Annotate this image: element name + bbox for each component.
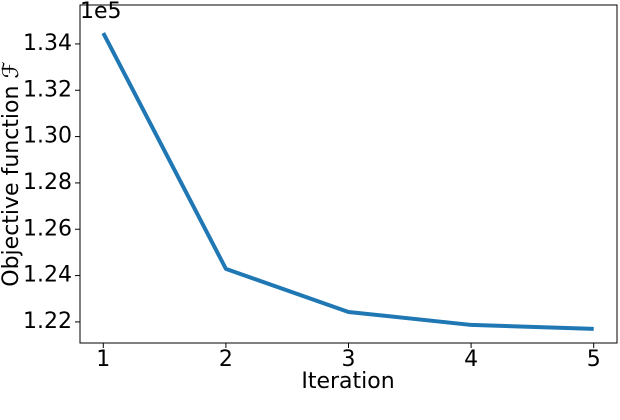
x-tick-label: 4 (464, 347, 478, 372)
x-tick-label: 3 (342, 347, 356, 372)
y-tick-label: 1.34 (23, 31, 72, 56)
plot-frame (79, 4, 618, 344)
data-line (101, 32, 594, 331)
x-tick-label: 1 (96, 347, 110, 372)
x-tick-label: 2 (219, 347, 233, 372)
y-axis-label: Objective function ℱ (0, 61, 24, 286)
y-tick-label: 1.32 (23, 77, 72, 102)
y-tick-label: 1.30 (23, 124, 72, 149)
y-tick-label: 1.22 (23, 309, 72, 334)
x-axis-label: Iteration (301, 369, 394, 394)
y-tick-label: 1.24 (23, 263, 72, 288)
x-tick-label: 5 (587, 347, 601, 372)
y-tick-label: 1.26 (23, 216, 72, 241)
y-tick-label: 1.28 (23, 170, 72, 195)
y-offset-label: 1e5 (80, 0, 122, 24)
